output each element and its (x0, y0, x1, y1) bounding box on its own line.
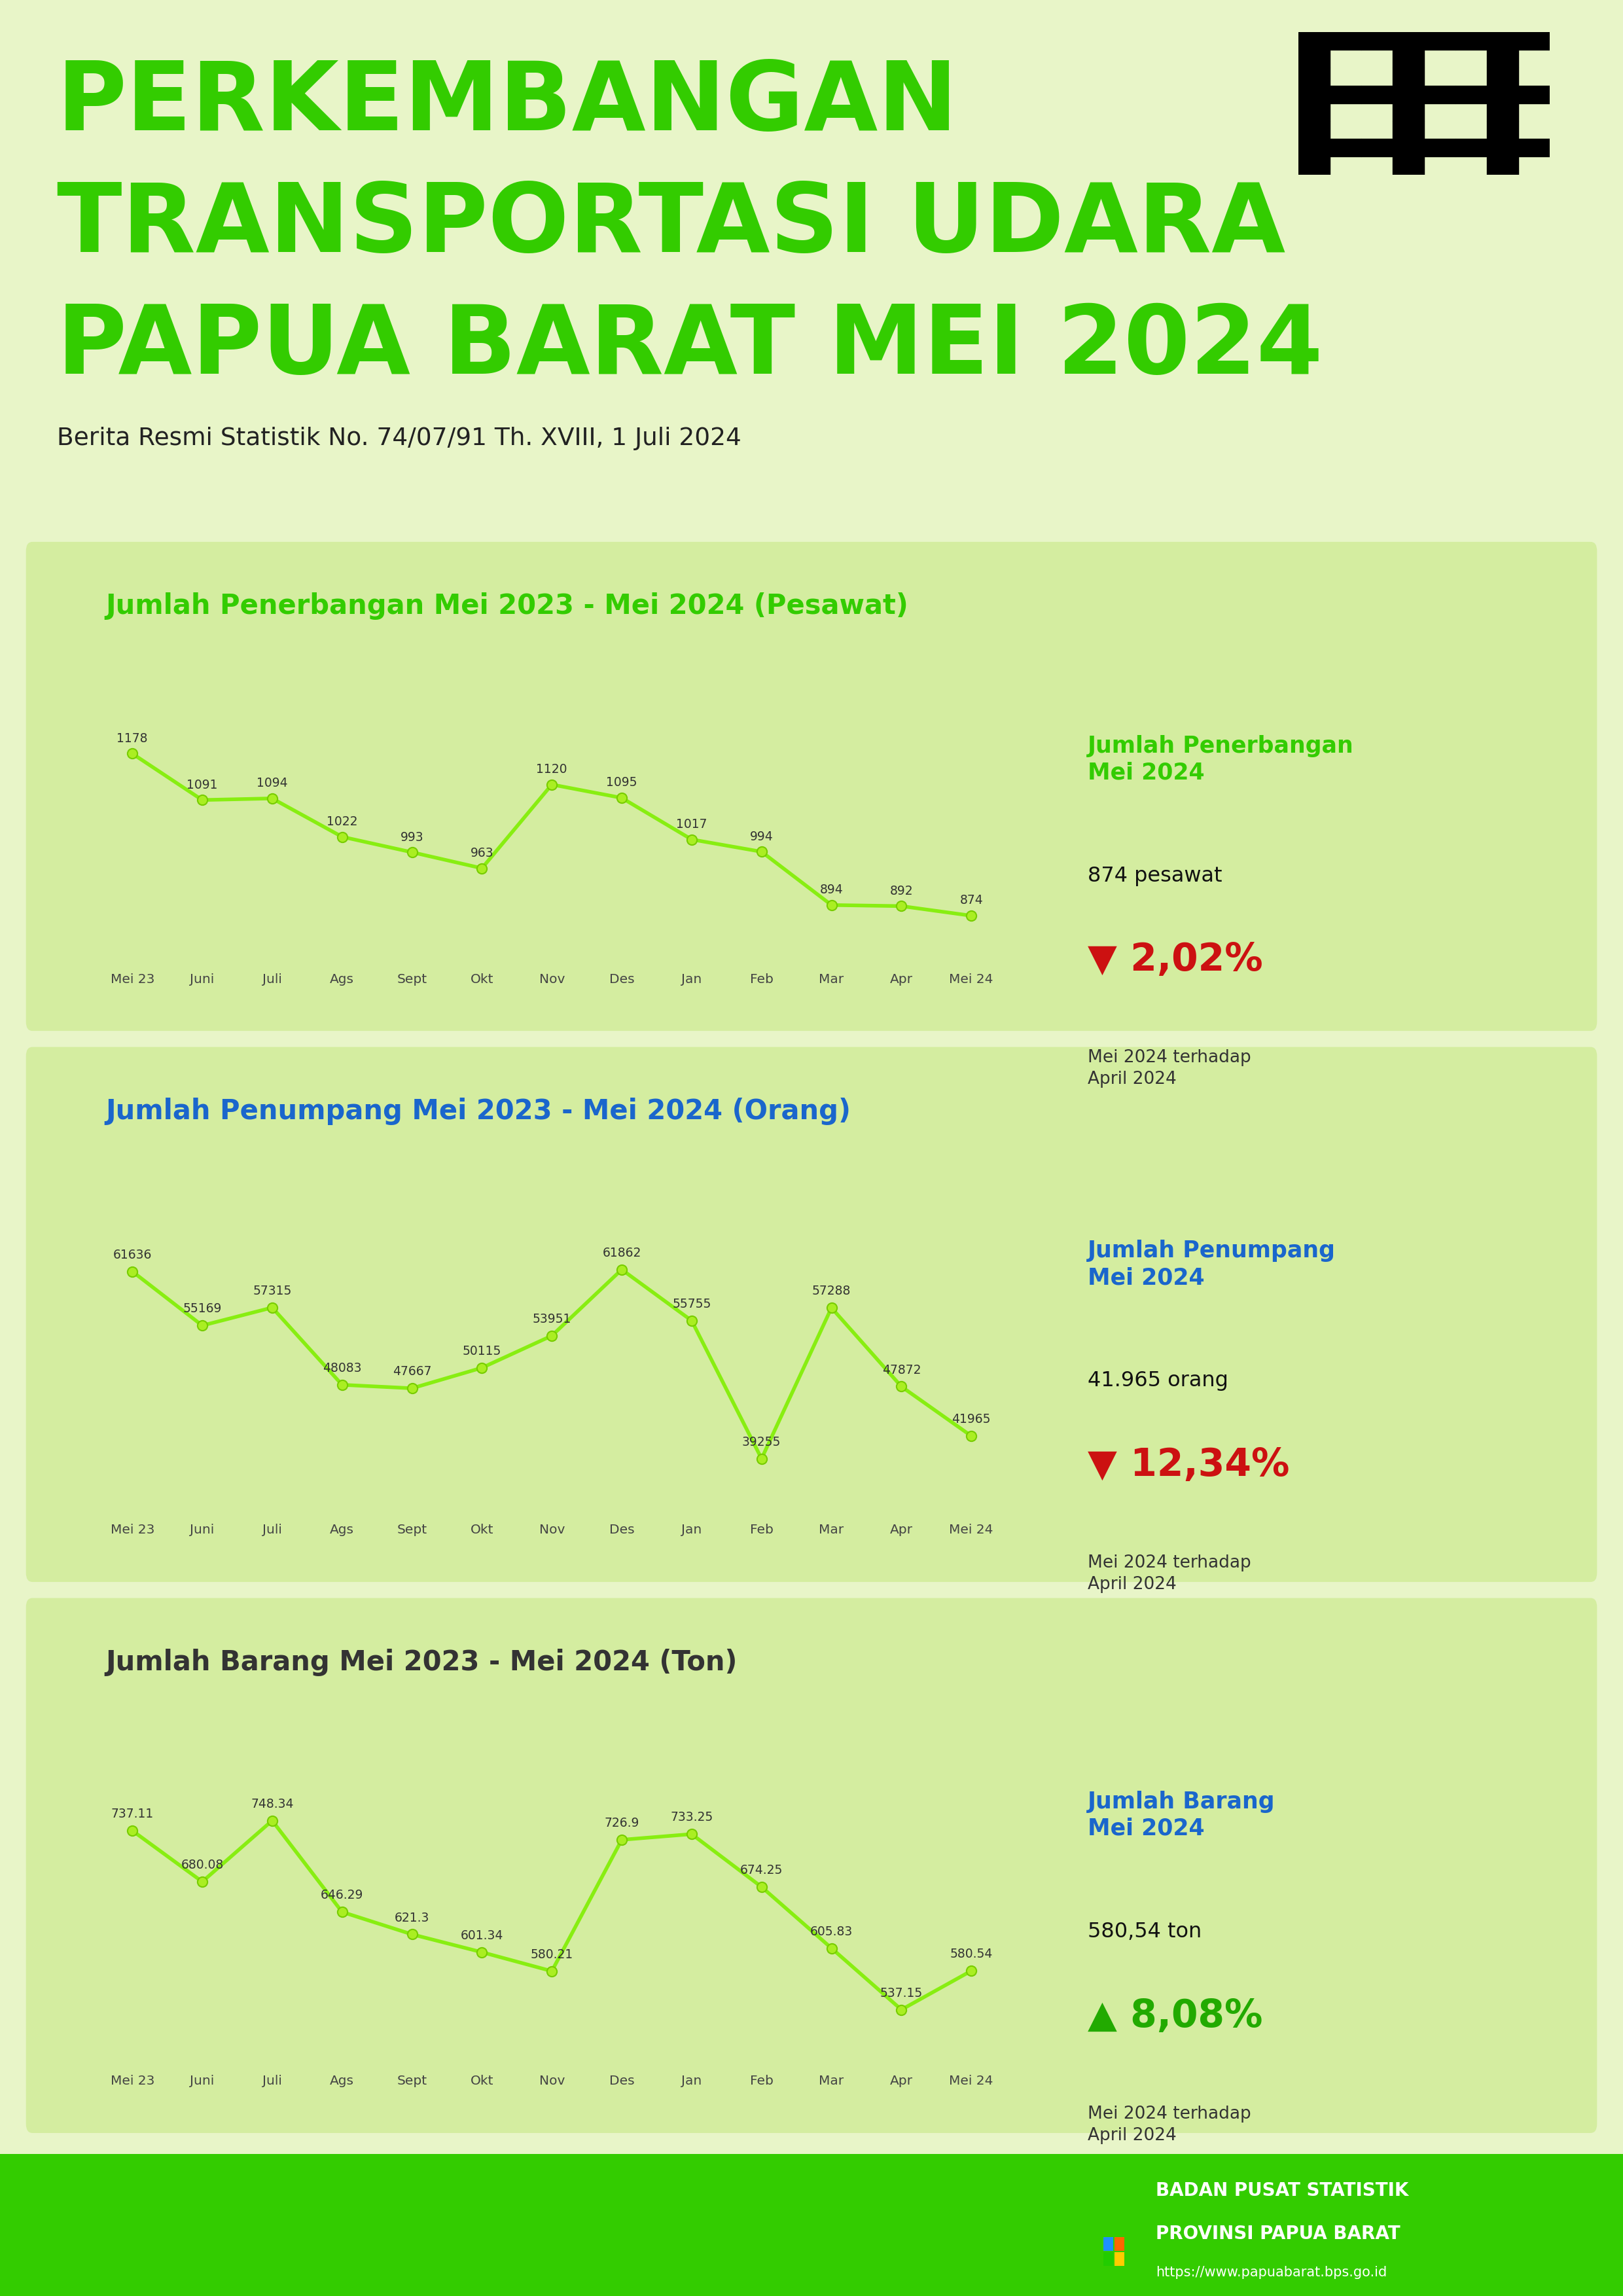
Point (260, 1802, 286, 1839)
Bar (1393, 85, 1425, 103)
Text: 680.08: 680.08 (180, 1860, 224, 1871)
Text: 41965: 41965 (951, 1412, 990, 1426)
Text: 57288: 57288 (812, 1286, 850, 1297)
Text: 894: 894 (820, 884, 844, 895)
Text: 53951: 53951 (532, 1313, 571, 1325)
Text: 580,54 ton: 580,54 ton (1087, 1922, 1201, 1942)
Point (469, 850, 495, 886)
Point (818, 886, 844, 923)
Bar (1487, 103, 1519, 122)
Text: PERKEMBANGAN: PERKEMBANGAN (57, 57, 958, 149)
Bar (1393, 156, 1425, 174)
Text: 1094: 1094 (256, 776, 287, 790)
Text: ▲ 8,08%: ▲ 8,08% (1087, 1998, 1263, 2034)
Text: 57315: 57315 (253, 1286, 292, 1297)
Text: 874 pesawat: 874 pesawat (1087, 866, 1222, 886)
Text: 963: 963 (471, 847, 493, 859)
Text: BADAN PUSAT STATISTIK: BADAN PUSAT STATISTIK (1156, 2181, 1409, 2200)
Point (539, 767, 565, 804)
Point (120, 735, 146, 771)
Point (329, 1366, 355, 1403)
Point (678, 1816, 704, 1853)
Point (818, 1290, 844, 1327)
FancyBboxPatch shape (26, 542, 1597, 1031)
Bar (1425, 32, 1456, 51)
Point (329, 817, 355, 854)
Bar (1393, 122, 1425, 138)
Text: 892: 892 (889, 884, 914, 898)
Point (888, 1368, 914, 1405)
Bar (1425, 138, 1456, 156)
Text: 1095: 1095 (607, 776, 638, 790)
Text: 737.11: 737.11 (110, 1807, 154, 1821)
Text: 605.83: 605.83 (810, 1926, 852, 1938)
Text: 621.3: 621.3 (394, 1913, 430, 1924)
Point (888, 1991, 914, 2027)
Bar (1519, 138, 1550, 156)
Bar (1393, 138, 1425, 156)
Point (678, 822, 704, 859)
Text: 1120: 1120 (536, 762, 568, 776)
Text: 994: 994 (750, 831, 773, 843)
Text: 1178: 1178 (117, 732, 148, 744)
Bar (1393, 32, 1425, 51)
FancyBboxPatch shape (1115, 2252, 1125, 2266)
Bar (1487, 122, 1519, 138)
Point (120, 1812, 146, 1848)
Text: Mei 2024 terhadap
April 2024: Mei 2024 terhadap April 2024 (1087, 2105, 1251, 2144)
Bar (1393, 103, 1425, 122)
Text: Mei 2024 terhadap
April 2024: Mei 2024 terhadap April 2024 (1087, 1554, 1251, 1593)
Text: ▼ 2,02%: ▼ 2,02% (1087, 941, 1263, 978)
Text: PROVINSI PAPUA BARAT: PROVINSI PAPUA BARAT (1156, 2225, 1401, 2243)
Text: 537.15: 537.15 (880, 1986, 923, 2000)
Bar (1456, 138, 1487, 156)
Text: 55755: 55755 (672, 1297, 711, 1311)
Bar (1298, 67, 1329, 85)
Point (469, 1350, 495, 1387)
Bar (1298, 138, 1329, 156)
Bar (1487, 85, 1519, 103)
Text: 646.29: 646.29 (321, 1890, 364, 1901)
Bar (1329, 138, 1362, 156)
Text: 748.34: 748.34 (250, 1798, 294, 1809)
Bar (1329, 32, 1362, 51)
Text: 601.34: 601.34 (461, 1929, 503, 1942)
Text: Jumlah Penerbangan Mei 2023 - Mei 2024 (Pesawat): Jumlah Penerbangan Mei 2023 - Mei 2024 (… (105, 592, 909, 620)
Point (818, 1931, 844, 1968)
Point (260, 1290, 286, 1327)
Text: 993: 993 (401, 831, 424, 843)
Point (958, 898, 984, 934)
Bar (1487, 138, 1519, 156)
Point (678, 1302, 704, 1339)
Text: Jumlah Barang
Mei 2024: Jumlah Barang Mei 2024 (1087, 1791, 1276, 1839)
Text: Berita Resmi Statistik No. 74/07/91 Th. XVIII, 1 Juli 2024: Berita Resmi Statistik No. 74/07/91 Th. … (57, 427, 742, 450)
Point (748, 1440, 774, 1476)
Text: Jumlah Penumpang Mei 2023 - Mei 2024 (Orang): Jumlah Penumpang Mei 2023 - Mei 2024 (Or… (105, 1097, 850, 1125)
Bar (1519, 85, 1550, 103)
Point (958, 1417, 984, 1453)
Point (958, 1952, 984, 1988)
Point (888, 889, 914, 925)
Point (609, 1821, 635, 1857)
Bar (1298, 51, 1329, 67)
Point (539, 1318, 565, 1355)
FancyBboxPatch shape (26, 1047, 1597, 1582)
Bar (1393, 67, 1425, 85)
Text: 61636: 61636 (114, 1249, 153, 1261)
Text: Jumlah Penerbangan
Mei 2024: Jumlah Penerbangan Mei 2024 (1087, 735, 1354, 783)
Point (609, 1251, 635, 1288)
Text: 39255: 39255 (742, 1435, 781, 1449)
FancyBboxPatch shape (1115, 2236, 1125, 2250)
Point (399, 1371, 425, 1407)
Text: 50115: 50115 (463, 1345, 502, 1357)
Point (260, 781, 286, 817)
Bar (1298, 32, 1329, 51)
Point (539, 1954, 565, 1991)
Bar (1362, 32, 1393, 51)
Text: Jumlah Barang Mei 2023 - Mei 2024 (Ton): Jumlah Barang Mei 2023 - Mei 2024 (Ton) (105, 1649, 737, 1676)
Text: ▼ 12,34%: ▼ 12,34% (1087, 1446, 1289, 1483)
Text: 48083: 48083 (323, 1362, 362, 1375)
Point (748, 1869, 774, 1906)
Text: 733.25: 733.25 (670, 1812, 712, 1823)
